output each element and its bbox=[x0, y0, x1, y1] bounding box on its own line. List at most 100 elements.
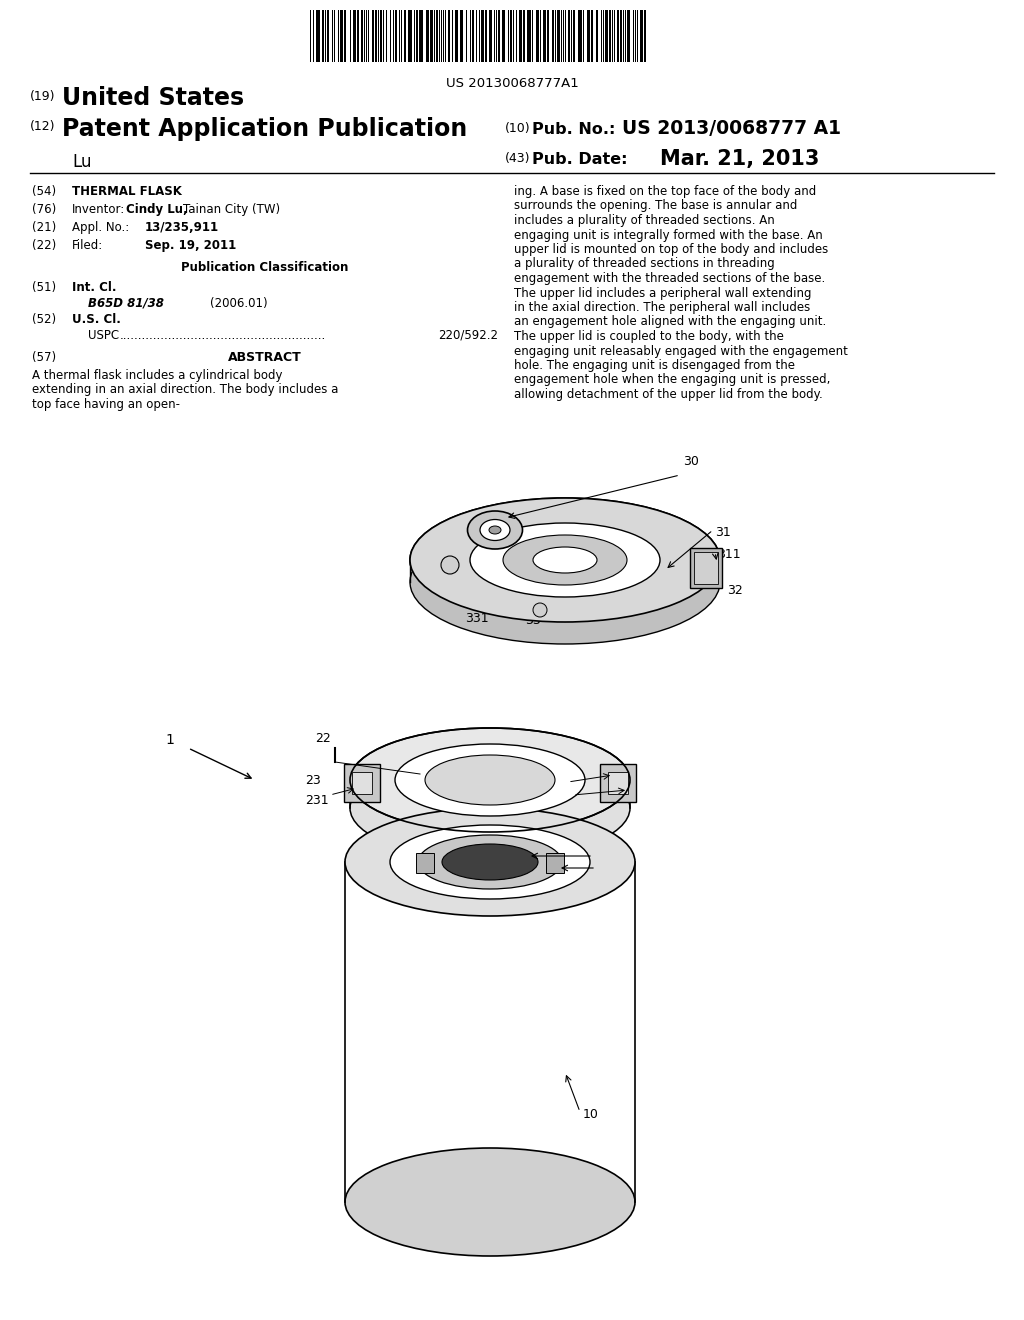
Bar bbox=[322, 11, 324, 62]
Ellipse shape bbox=[350, 729, 630, 832]
Bar bbox=[344, 764, 380, 803]
Text: 241: 241 bbox=[570, 774, 594, 787]
Text: Pub. Date:: Pub. Date: bbox=[532, 152, 628, 168]
Text: 31: 31 bbox=[715, 525, 731, 539]
Text: United States: United States bbox=[62, 86, 244, 110]
Text: (19): (19) bbox=[30, 90, 55, 103]
Text: Appl. No.:: Appl. No.: bbox=[72, 220, 129, 234]
Text: Inventor:: Inventor: bbox=[72, 203, 125, 216]
Ellipse shape bbox=[345, 1148, 635, 1257]
Text: in the axial direction. The peripheral wall includes: in the axial direction. The peripheral w… bbox=[514, 301, 810, 314]
Bar bbox=[489, 11, 492, 62]
Bar bbox=[472, 11, 474, 62]
Ellipse shape bbox=[468, 511, 522, 549]
Text: upper lid is mounted on top of the body and includes: upper lid is mounted on top of the body … bbox=[514, 243, 828, 256]
Text: an engagement hole aligned with the engaging unit.: an engagement hole aligned with the enga… bbox=[514, 315, 826, 329]
Bar bbox=[591, 11, 593, 62]
Bar bbox=[510, 11, 512, 62]
Text: Patent Application Publication: Patent Application Publication bbox=[62, 117, 467, 141]
Bar bbox=[481, 11, 484, 62]
Bar bbox=[620, 11, 622, 62]
Bar bbox=[419, 11, 423, 62]
Text: 33: 33 bbox=[525, 614, 541, 627]
Circle shape bbox=[441, 556, 459, 574]
Text: (43): (43) bbox=[505, 152, 530, 165]
Text: (10): (10) bbox=[505, 121, 530, 135]
Text: extending in an axial direction. The body includes a: extending in an axial direction. The bod… bbox=[32, 384, 338, 396]
Text: surrounds the opening. The base is annular and: surrounds the opening. The base is annul… bbox=[514, 199, 798, 213]
Text: 231: 231 bbox=[305, 793, 329, 807]
Bar bbox=[600, 764, 636, 803]
Text: (2006.01): (2006.01) bbox=[210, 297, 267, 310]
Bar bbox=[527, 11, 531, 62]
Text: 24: 24 bbox=[575, 787, 591, 800]
Bar bbox=[573, 11, 575, 62]
Text: 30: 30 bbox=[683, 455, 698, 469]
Text: top face having an open-: top face having an open- bbox=[32, 399, 180, 411]
Bar bbox=[408, 11, 412, 62]
Text: engaging unit is integrally formed with the base. An: engaging unit is integrally formed with … bbox=[514, 228, 822, 242]
Ellipse shape bbox=[470, 523, 660, 597]
Text: USPC: USPC bbox=[88, 329, 119, 342]
Bar bbox=[416, 11, 418, 62]
Bar bbox=[557, 11, 560, 62]
Bar bbox=[316, 11, 319, 62]
Ellipse shape bbox=[418, 836, 562, 888]
Bar bbox=[552, 11, 554, 62]
Bar bbox=[357, 11, 359, 62]
Text: THERMAL FLASK: THERMAL FLASK bbox=[72, 185, 182, 198]
Ellipse shape bbox=[442, 843, 538, 880]
Bar bbox=[430, 11, 433, 62]
Bar bbox=[361, 11, 362, 62]
Bar bbox=[380, 11, 382, 62]
Text: (12): (12) bbox=[30, 120, 55, 133]
Bar bbox=[327, 11, 329, 62]
Text: Mar. 21, 2013: Mar. 21, 2013 bbox=[660, 149, 819, 169]
Text: (57): (57) bbox=[32, 351, 56, 364]
Text: (51): (51) bbox=[32, 281, 56, 294]
Text: 220/592.2: 220/592.2 bbox=[438, 329, 498, 342]
Bar bbox=[502, 11, 505, 62]
Bar bbox=[375, 11, 377, 62]
Bar bbox=[426, 11, 429, 62]
Ellipse shape bbox=[410, 520, 720, 644]
Bar bbox=[455, 11, 458, 62]
Bar bbox=[596, 11, 598, 62]
Text: hole. The engaging unit is disengaged from the: hole. The engaging unit is disengaged fr… bbox=[514, 359, 795, 372]
Text: B65D 81/38: B65D 81/38 bbox=[88, 297, 164, 310]
Bar bbox=[605, 11, 608, 62]
Text: includes a plurality of threaded sections. An: includes a plurality of threaded section… bbox=[514, 214, 775, 227]
Text: (54): (54) bbox=[32, 185, 56, 198]
Text: engagement with the threaded sections of the base.: engagement with the threaded sections of… bbox=[514, 272, 825, 285]
Text: ing. A base is fixed on the top face of the body and: ing. A base is fixed on the top face of … bbox=[514, 185, 816, 198]
Ellipse shape bbox=[489, 525, 501, 535]
Text: 242: 242 bbox=[558, 801, 582, 814]
Text: 23: 23 bbox=[305, 774, 321, 787]
Ellipse shape bbox=[534, 546, 597, 573]
Bar bbox=[578, 11, 582, 62]
Ellipse shape bbox=[503, 535, 627, 585]
Text: 10: 10 bbox=[583, 1109, 599, 1122]
Text: Filed:: Filed: bbox=[72, 239, 103, 252]
Bar bbox=[340, 11, 343, 62]
Bar bbox=[694, 552, 718, 583]
Bar bbox=[568, 11, 570, 62]
Text: 21: 21 bbox=[565, 762, 581, 775]
Bar bbox=[523, 11, 525, 62]
Text: U.S. Cl.: U.S. Cl. bbox=[72, 313, 121, 326]
Ellipse shape bbox=[395, 744, 585, 816]
Bar bbox=[395, 11, 397, 62]
Bar bbox=[498, 11, 500, 62]
Text: US 2013/0068777 A1: US 2013/0068777 A1 bbox=[622, 119, 841, 139]
Bar bbox=[627, 11, 630, 62]
Bar bbox=[485, 11, 487, 62]
Ellipse shape bbox=[480, 520, 510, 540]
Ellipse shape bbox=[345, 808, 635, 916]
Ellipse shape bbox=[470, 523, 660, 597]
Text: a plurality of threaded sections in threading: a plurality of threaded sections in thre… bbox=[514, 257, 775, 271]
Text: Publication Classification: Publication Classification bbox=[181, 261, 349, 275]
Bar bbox=[519, 11, 522, 62]
Bar bbox=[608, 772, 628, 795]
Text: 13/235,911: 13/235,911 bbox=[145, 220, 219, 234]
Ellipse shape bbox=[425, 755, 555, 805]
